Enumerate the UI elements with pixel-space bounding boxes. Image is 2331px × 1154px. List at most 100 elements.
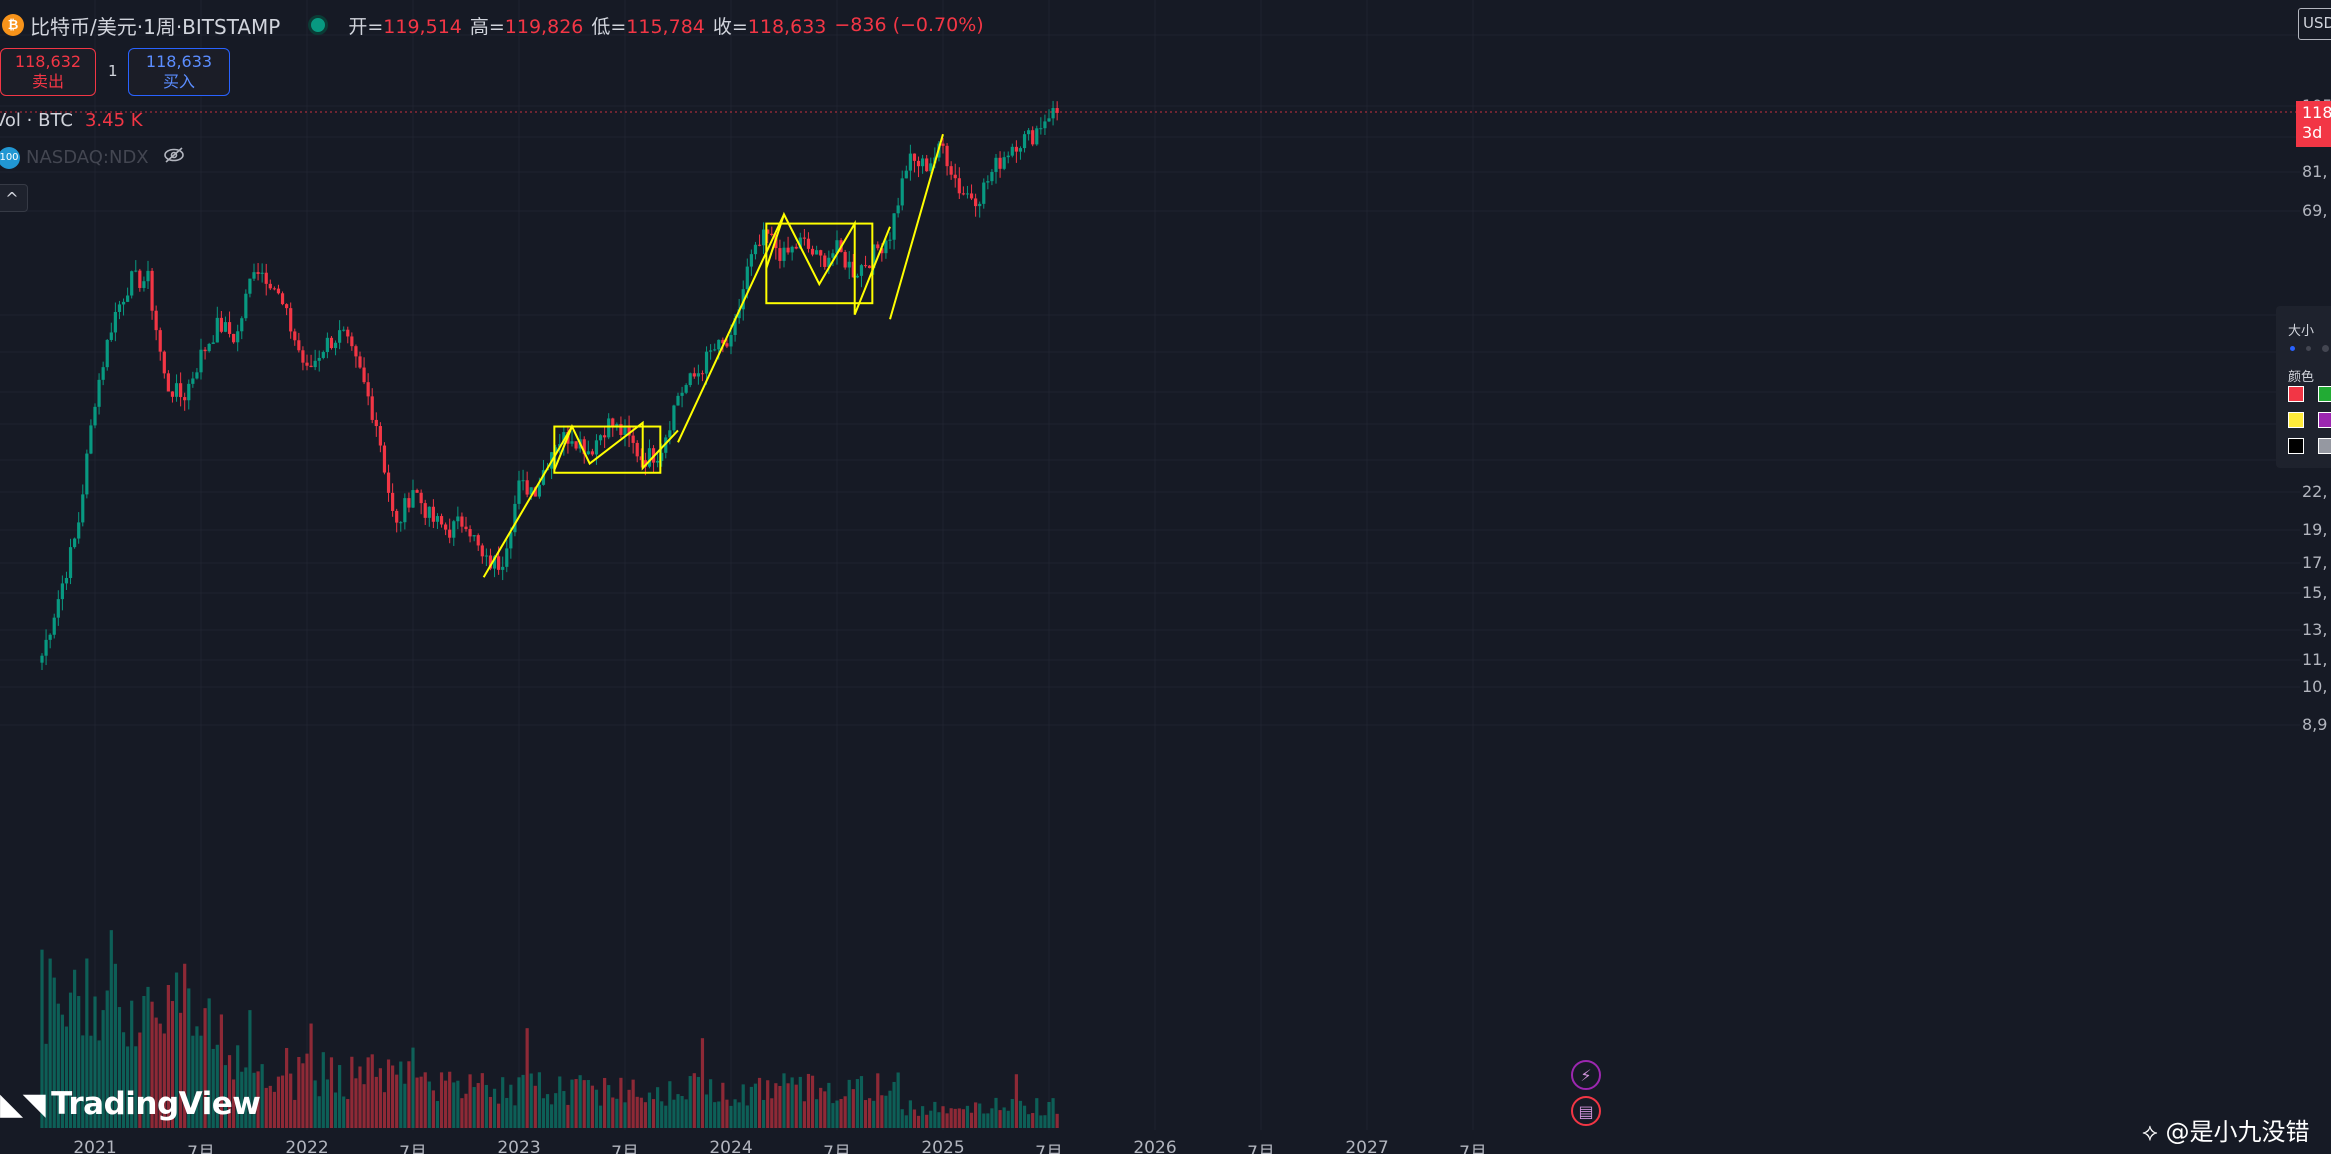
volume-bar [252, 1072, 256, 1128]
time-axis-label: 7月 [187, 1143, 215, 1154]
time-axis-label: 7月 [1459, 1143, 1487, 1154]
sell-button[interactable]: 118,632 卖出 [0, 48, 96, 96]
volume-bar [937, 1112, 941, 1128]
candle-body [101, 367, 105, 380]
candle-body [590, 451, 594, 455]
volume-bar [953, 1108, 957, 1128]
size-dot[interactable] [2306, 346, 2311, 351]
volume-bar [965, 1105, 970, 1128]
volume-bar [647, 1092, 652, 1128]
currency-button[interactable]: USD [2298, 8, 2331, 40]
volume-bar [256, 1071, 260, 1128]
candle-body [598, 435, 603, 441]
size-dot[interactable] [2322, 345, 2329, 352]
volume-bar [994, 1097, 998, 1128]
volume-bar [452, 1082, 456, 1128]
candle-body [219, 317, 223, 332]
volume-bar [146, 986, 150, 1128]
volume-bar [130, 1000, 134, 1128]
candle-body [117, 304, 122, 312]
buy-button[interactable]: 118,633 买入 [128, 48, 230, 96]
sell-price: 118,632 [14, 52, 82, 71]
collapse-legend-button[interactable]: ^ [0, 184, 28, 212]
price-axis-label: 69, [2302, 201, 2328, 220]
compare-symbol-legend[interactable]: 100 NASDAQ:NDX [0, 146, 185, 169]
candle-body [741, 289, 745, 310]
last-price-tag: 118 3d [2296, 101, 2331, 147]
volume-bar [635, 1096, 639, 1128]
volume-bar [395, 1074, 399, 1128]
volume-bar [166, 984, 170, 1128]
volume-bar [631, 1079, 635, 1128]
volume-bar [892, 1081, 896, 1128]
color-swatch-yellow[interactable] [2288, 412, 2304, 428]
logo-text: TradingView [51, 1086, 261, 1122]
volume-indicator-legend[interactable]: Vol · BTC 3.45 K [0, 110, 143, 131]
drawing-style-panel[interactable]: 大小 颜色 [2276, 306, 2331, 468]
candle-body [880, 248, 884, 254]
color-swatch-gray[interactable] [2318, 438, 2331, 454]
lightning-icon[interactable]: ⚡ [1571, 1060, 1601, 1090]
volume-bar [941, 1106, 945, 1128]
candle-body [868, 265, 872, 269]
volume-bar [207, 998, 211, 1128]
symbol-title[interactable]: 比特币/美元·1周·BITSTAMP [30, 14, 281, 39]
volume-bar [749, 1086, 753, 1128]
market-status-icon[interactable] [308, 15, 329, 35]
volume-bar [1018, 1100, 1023, 1128]
buy-price: 118,633 [145, 52, 213, 71]
candle-body [44, 639, 48, 656]
volume-bar [753, 1083, 758, 1128]
volume-bar [305, 1053, 309, 1128]
eye-hidden-icon[interactable] [163, 146, 185, 169]
candle-body [810, 248, 815, 255]
volume-bar [431, 1090, 435, 1128]
volume-bar [1051, 1098, 1055, 1128]
candle-body [1035, 128, 1039, 145]
color-swatch-red[interactable] [2288, 386, 2304, 402]
candle-body [158, 330, 162, 352]
volume-bar [48, 958, 52, 1128]
candle-body [872, 244, 876, 269]
candle-body [729, 334, 733, 347]
color-swatch-purple[interactable] [2318, 412, 2331, 428]
volume-bar [676, 1094, 680, 1128]
us-flag-icon[interactable]: ▤ [1571, 1096, 1601, 1126]
tradingview-logo[interactable]: ◣◥ TradingView [0, 1086, 261, 1122]
candle-body [370, 396, 374, 420]
volume-bar [1031, 1113, 1035, 1128]
volume-bar [138, 1032, 142, 1128]
color-swatch-green[interactable] [2318, 386, 2331, 402]
volume-bar [855, 1079, 859, 1128]
volume-bar [1055, 1113, 1059, 1128]
volume-bar [660, 1101, 664, 1128]
candle-body [472, 535, 476, 537]
candle-body [333, 342, 338, 349]
volume-bar [562, 1091, 566, 1128]
volume-bar [215, 1044, 219, 1128]
candle-body [798, 237, 802, 249]
size-dot[interactable] [2290, 346, 2295, 351]
volume-bar [737, 1102, 741, 1128]
volume-bar [627, 1089, 631, 1128]
candle-body [978, 203, 982, 207]
volume-bar [272, 1091, 276, 1128]
candle-body [819, 250, 823, 256]
candle-body [240, 318, 244, 332]
candle-body [986, 181, 990, 183]
candle-body [631, 435, 635, 443]
volume-bar [558, 1076, 562, 1128]
volume-bar [150, 1001, 154, 1128]
time-axis-label: 7月 [823, 1143, 851, 1154]
quantity[interactable]: 1 [108, 62, 118, 80]
volume-bar [195, 1026, 199, 1128]
candle-body [916, 160, 921, 167]
volume-bar [297, 1056, 301, 1128]
candle-body [855, 275, 859, 278]
color-swatch-black[interactable] [2288, 438, 2304, 454]
volume-bar [362, 1084, 366, 1128]
volume-bar [823, 1091, 827, 1128]
volume-bar [203, 1008, 207, 1128]
candle-body [113, 311, 117, 333]
